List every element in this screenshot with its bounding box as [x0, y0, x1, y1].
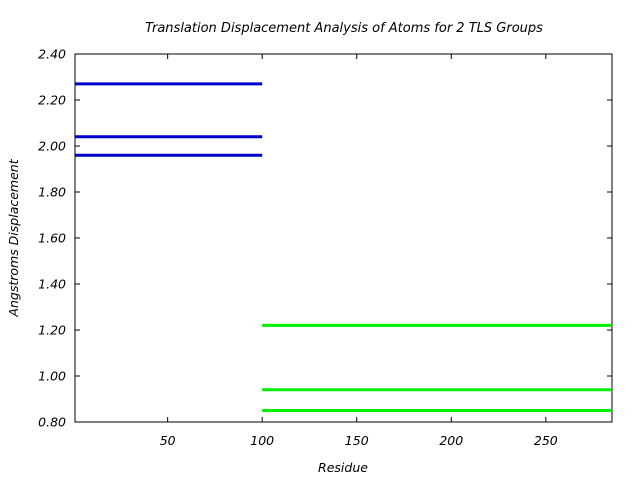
y-tick-label: 1.00: [38, 369, 66, 384]
y-tick-label: 2.20: [38, 93, 66, 108]
plot-frame: [74, 53, 613, 423]
x-tick-label: 150: [345, 433, 369, 448]
x-tick-label: 200: [439, 433, 463, 448]
y-tick-label: 2.00: [38, 139, 66, 154]
y-axis-label: Angstroms Displacement: [6, 158, 21, 317]
y-tick-label: 1.80: [38, 185, 66, 200]
y-tick-label: 1.60: [38, 231, 66, 246]
chart-title: Translation Displacement Analysis of Ato…: [145, 21, 543, 36]
y-tick-label: 1.40: [38, 277, 66, 292]
x-tick-label: 100: [250, 433, 274, 448]
plot-area: 0.80 1.00 1.20 1.40 1.60 1.80 2.00 2.20 2.40 50 10…: [38, 47, 613, 448]
x-tick-label: 50: [160, 433, 176, 448]
y-tick-label: 1.20: [38, 323, 66, 338]
x-axis-label: Residue: [318, 460, 368, 475]
x-tick-label: 250: [534, 433, 558, 448]
y-tick-label: 0.80: [38, 415, 66, 430]
y-tick-label: 2.40: [38, 47, 66, 62]
